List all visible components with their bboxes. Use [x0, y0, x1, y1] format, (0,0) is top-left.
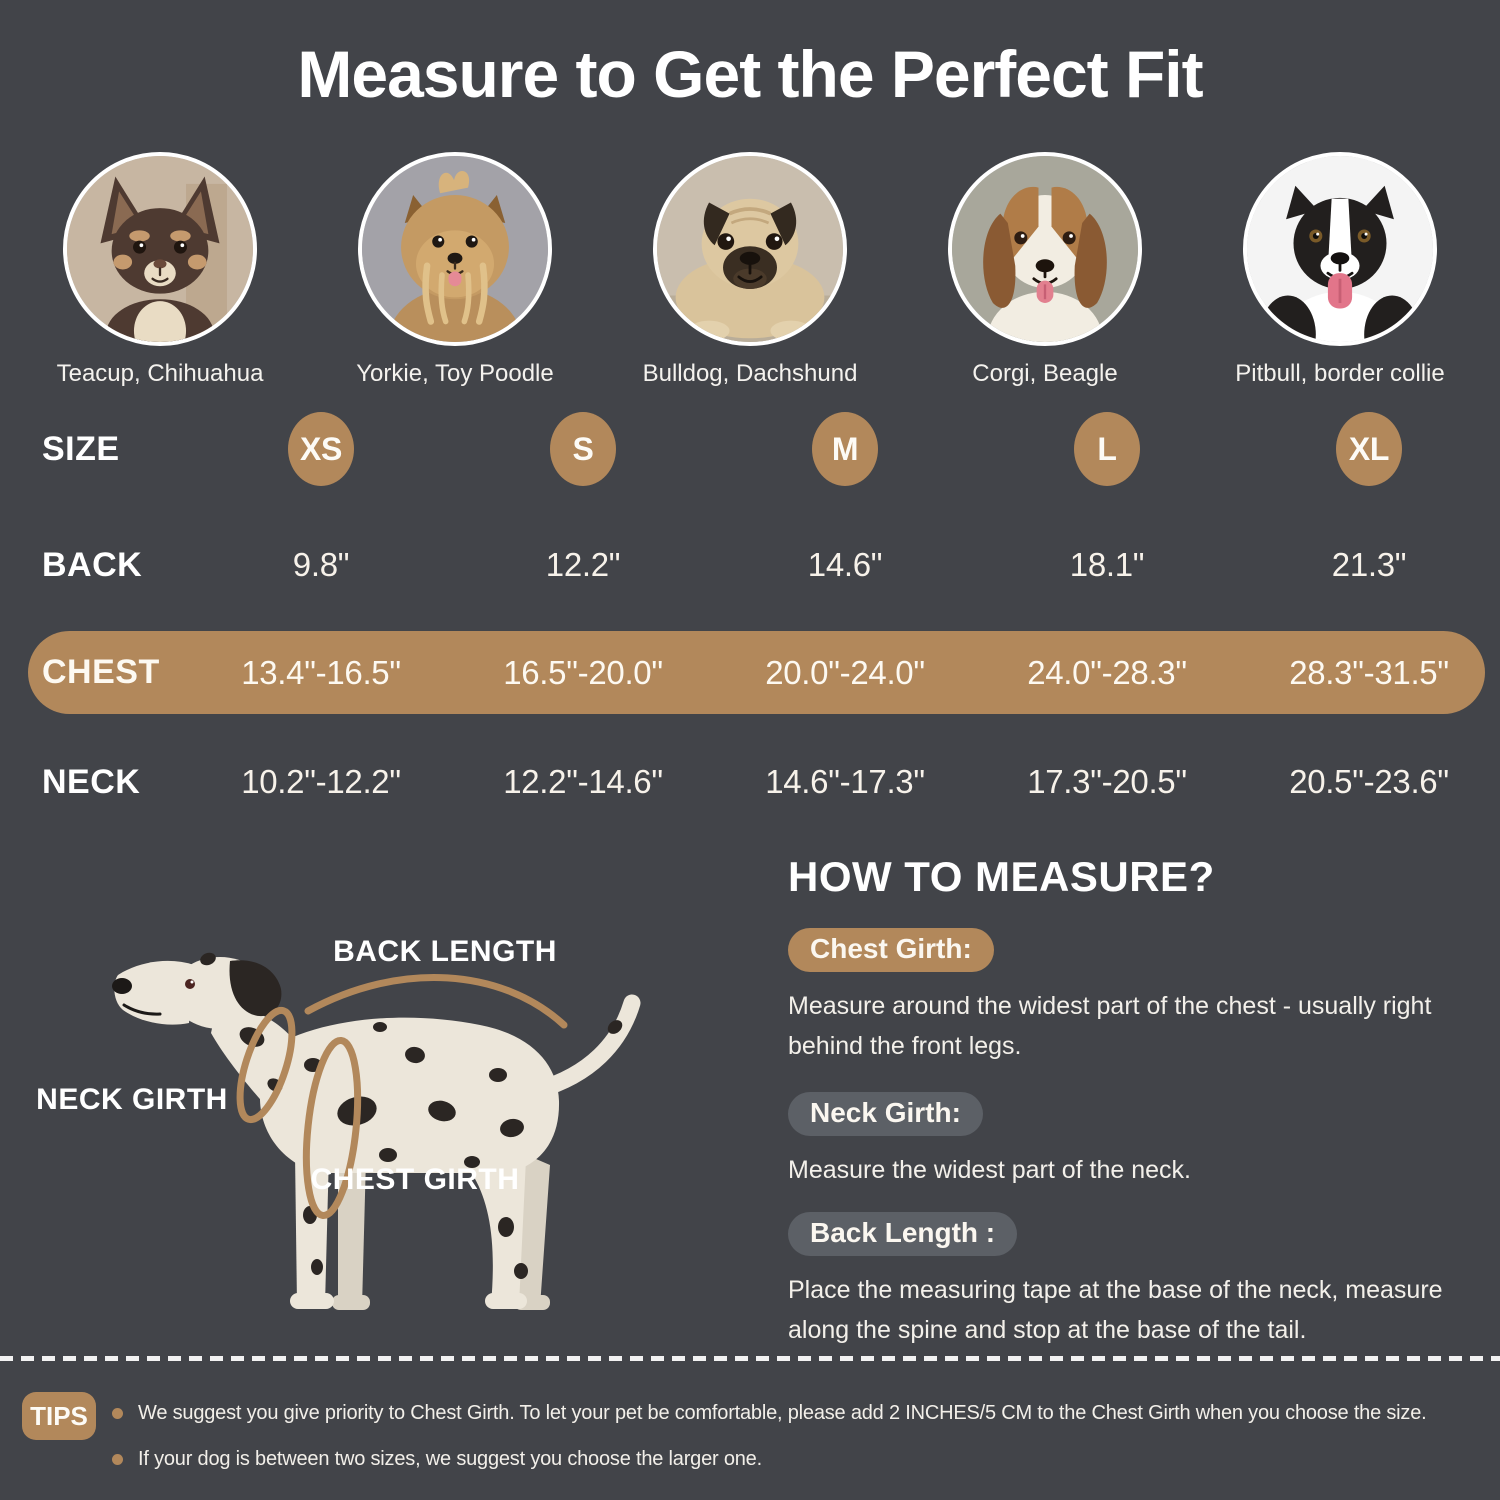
tip-text: If your dog is between two sizes, we sug…: [138, 1448, 762, 1470]
breed-column-border-collie: Pitbull, border collie: [1235, 152, 1445, 388]
tip-item: We suggest you give priority to Chest Gi…: [112, 1398, 1492, 1428]
size-badge-xs: XS: [288, 412, 354, 486]
neck-girth-tape: [236, 1006, 296, 1124]
beagle-photo: [948, 152, 1142, 346]
neck-value: 17.3"-20.5": [1027, 763, 1187, 800]
neck-girth-badge: Neck Girth:: [788, 1092, 983, 1136]
pug-illustration: [657, 156, 843, 342]
tips-list: We suggest you give priority to Chest Gi…: [112, 1398, 1492, 1474]
breed-label: Pitbull, border collie: [1235, 360, 1445, 387]
chest-girth-instruction: Measure around the widest part of the ch…: [788, 992, 1432, 1060]
size-badge-s: S: [550, 412, 616, 486]
neck-girth-label: NECK GIRTH: [36, 1083, 228, 1116]
chest-girth-label: CHEST GIRTH: [310, 1163, 520, 1196]
chihuahua-photo: [63, 152, 257, 346]
chest-value: 20.0"-24.0": [765, 653, 925, 691]
chihuahua-illustration: [67, 156, 253, 342]
size-badge-m: M: [812, 412, 878, 486]
breed-label: Teacup, Chihuahua: [56, 360, 264, 387]
back-length-label: BACK LENGTH: [333, 935, 557, 968]
back-value: 12.2": [545, 546, 621, 583]
breed-label: Corgi, Beagle: [972, 360, 1118, 387]
chest-value: 16.5"-20.0": [503, 653, 663, 691]
breed-label: Yorkie, Toy Poodle: [356, 360, 554, 387]
back-value: 18.1": [1069, 546, 1145, 583]
size-badge-l: L: [1074, 412, 1140, 486]
row-label-chest: CHEST: [42, 653, 160, 691]
yorkie-illustration: [362, 156, 548, 342]
neck-value: 12.2"-14.6": [503, 763, 663, 800]
chest-girth-tape: [302, 1036, 362, 1220]
back-length-instruction: Place the measuring tape at the base of …: [788, 1276, 1443, 1344]
chest-girth-badge: Chest Girth:: [788, 928, 994, 972]
neck-value: 14.6"-17.3": [765, 763, 925, 800]
dashed-divider: [0, 1356, 1500, 1361]
neck-girth-instruction: Measure the widest part of the neck.: [788, 1156, 1191, 1184]
row-label-neck: NECK: [42, 762, 141, 801]
row-label-size: SIZE: [42, 429, 120, 468]
how-to-measure-section: HOW TO MEASURE? Chest Girth: Measure aro…: [788, 852, 1460, 1350]
border-collie-photo: [1243, 152, 1437, 346]
breed-photo-row: Teacup, Chihuahua: [0, 152, 1500, 388]
page-title: Measure to Get the Perfect Fit: [297, 37, 1203, 111]
tip-text: We suggest you give priority to Chest Gi…: [138, 1402, 1427, 1424]
table-row-neck: NECK 10.2"-12.2" 12.2"-14.6" 14.6"-17.3"…: [0, 742, 1500, 822]
back-value: 9.8": [292, 546, 350, 583]
row-label-back: BACK: [42, 545, 143, 584]
dalmatian-diagram: [70, 915, 690, 1345]
neck-value: 10.2"-12.2": [241, 763, 401, 800]
pug-photo: [653, 152, 847, 346]
back-value: 14.6": [807, 546, 883, 583]
bullet-dot-icon: [112, 1407, 123, 1419]
breed-label: Bulldog, Dachshund: [642, 360, 858, 387]
table-row-chest-highlighted: CHEST 13.4"-16.5" 16.5"-20.0" 20.0"-24.0…: [0, 631, 1500, 714]
back-value: 21.3": [1331, 546, 1407, 583]
yorkie-photo: [358, 152, 552, 346]
back-length-badge: Back Length :: [788, 1212, 1018, 1256]
chest-value: 28.3"-31.5": [1289, 653, 1449, 691]
how-to-measure-title: HOW TO MEASURE?: [788, 853, 1215, 900]
dalmatian-illustration: [112, 952, 641, 1310]
table-row-back: BACK 9.8" 12.2" 14.6" 18.1" 21.3": [0, 525, 1500, 605]
back-length-arc: [304, 973, 568, 1029]
tips-badge: TIPS: [22, 1392, 96, 1440]
border-collie-illustration: [1247, 156, 1433, 342]
bullet-dot-icon: [112, 1453, 123, 1465]
chest-value: 24.0"-28.3": [1027, 653, 1187, 691]
breed-column-yorkie: Yorkie, Toy Poodle: [353, 152, 557, 388]
tip-item: If your dog is between two sizes, we sug…: [112, 1444, 1492, 1474]
breed-column-beagle: Corgi, Beagle: [943, 152, 1147, 388]
breed-column-pug: Bulldog, Dachshund: [643, 152, 857, 388]
size-badge-xl: XL: [1336, 412, 1402, 486]
chest-value: 13.4"-16.5": [241, 653, 401, 691]
breed-column-chihuahua: Teacup, Chihuahua: [56, 152, 264, 388]
beagle-illustration: [952, 156, 1138, 342]
table-row-size: SIZE XS S M L XL: [0, 405, 1500, 493]
neck-value: 20.5"-23.6": [1289, 763, 1449, 800]
